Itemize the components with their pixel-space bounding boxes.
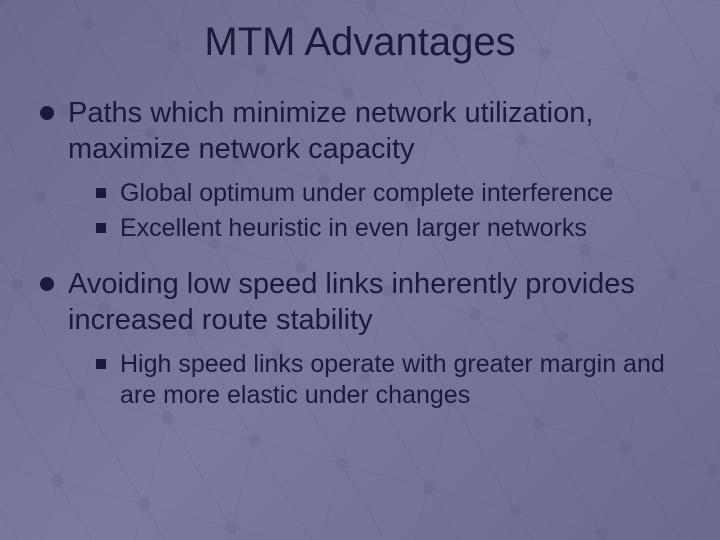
sub-item-text: Excellent heuristic in even larger netwo… (120, 213, 587, 244)
square-bullet-icon (96, 359, 106, 369)
sub-list: High speed links operate with greater ma… (40, 349, 690, 412)
main-item: Paths which minimize network utilization… (40, 95, 690, 244)
circle-bullet-icon (40, 277, 54, 291)
main-item-text: Avoiding low speed links inherently prov… (68, 266, 690, 339)
square-bullet-icon (96, 223, 106, 233)
main-item-text: Paths which minimize network utilization… (68, 95, 690, 168)
sub-list: Global optimum under complete interferen… (40, 178, 690, 245)
square-bullet-icon (96, 188, 106, 198)
sub-item-text: Global optimum under complete interferen… (120, 178, 613, 209)
sub-item: Global optimum under complete interferen… (96, 178, 690, 209)
sub-item: High speed links operate with greater ma… (96, 349, 690, 412)
circle-bullet-icon (40, 106, 54, 120)
sub-item-text: High speed links operate with greater ma… (120, 349, 690, 412)
sub-item: Excellent heuristic in even larger netwo… (96, 213, 690, 244)
main-list: Paths which minimize network utilization… (30, 95, 690, 411)
slide-container: MTM Advantages Paths which minimize netw… (0, 0, 720, 540)
main-item: Avoiding low speed links inherently prov… (40, 266, 690, 411)
slide-title: MTM Advantages (30, 20, 690, 65)
